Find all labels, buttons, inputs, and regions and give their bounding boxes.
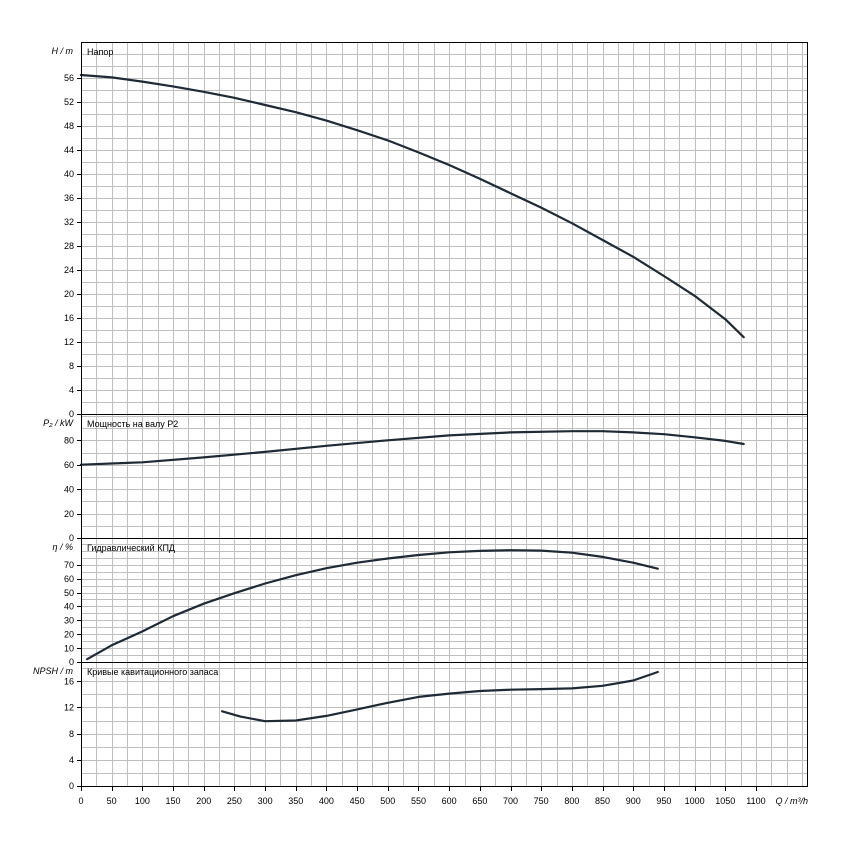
- y-tick-label: 40: [64, 602, 74, 612]
- y-tick-label: 16: [64, 676, 74, 686]
- y-tick-label: 32: [64, 217, 74, 227]
- x-tick-label: 700: [503, 796, 518, 806]
- curve-npsh: [221, 670, 659, 723]
- y-tick-label: 60: [64, 460, 74, 470]
- x-tick-label: 0: [78, 796, 83, 806]
- y-tick-label: 20: [64, 289, 74, 299]
- x-tick-label: 1000: [685, 796, 705, 806]
- y-tick-label: 0: [69, 657, 74, 667]
- y-tick-label: 24: [64, 265, 74, 275]
- x-tick-label: 50: [107, 796, 117, 806]
- y-tick-label: 12: [64, 703, 74, 713]
- y-tick-label: 16: [64, 313, 74, 323]
- x-tick-label: 350: [288, 796, 303, 806]
- y-tick-label: 10: [64, 643, 74, 653]
- panel-title-npsh: Кривые кавитационного запаса: [87, 667, 218, 677]
- y-tick-label: 0: [69, 533, 74, 543]
- y-tick-label: 40: [64, 169, 74, 179]
- y-tick-label: 60: [64, 574, 74, 584]
- y-tick-label: 8: [69, 729, 74, 739]
- curve-layer: [79, 73, 745, 723]
- curve-power: [79, 430, 745, 466]
- y-tick-label: 28: [64, 241, 74, 251]
- x-axis-label: Q / m³/h: [775, 796, 808, 806]
- x-tick-label: 500: [380, 796, 395, 806]
- y-tick-label: 36: [64, 193, 74, 203]
- y-tick-label: 48: [64, 121, 74, 131]
- y-tick-label: 4: [69, 385, 74, 395]
- y-tick-label: 52: [64, 97, 74, 107]
- y-tick-label: 0: [69, 409, 74, 419]
- x-tick-label: 850: [595, 796, 610, 806]
- x-tick-label: 650: [472, 796, 487, 806]
- x-tick-label: 1100: [746, 796, 765, 806]
- y-tick-label: 0: [69, 781, 74, 791]
- x-tick-label: 400: [319, 796, 334, 806]
- y-tick-label: 50: [64, 588, 74, 598]
- y-tick-label: 8: [69, 361, 74, 371]
- y-tick-label: 20: [64, 509, 74, 519]
- x-tick-label: 900: [626, 796, 641, 806]
- y-tick-label: 4: [69, 755, 74, 765]
- x-tick-label: 950: [656, 796, 671, 806]
- curve-head: [79, 73, 745, 339]
- frame-layer: [77, 42, 808, 791]
- panel-title-power: Мощность на валу P2: [87, 419, 178, 429]
- y-tick-label: 40: [64, 484, 74, 494]
- y-tick-label: 30: [64, 616, 74, 626]
- y-tick-label: 56: [64, 73, 74, 83]
- y-tick-label: 70: [64, 560, 74, 570]
- y-axis-label-efficiency: η / %: [52, 542, 73, 552]
- y-tick-label: 44: [64, 145, 74, 155]
- x-tick-label: 1050: [715, 796, 735, 806]
- x-tick-label: 150: [166, 796, 181, 806]
- x-tick-label: 100: [135, 796, 150, 806]
- y-tick-label: 20: [64, 629, 74, 639]
- y-tick-label: 80: [64, 436, 74, 446]
- x-tick-label: 450: [350, 796, 365, 806]
- panel-title-efficiency: Гидравлический КПД: [87, 543, 175, 553]
- x-tick-label: 750: [534, 796, 549, 806]
- x-tick-label: 250: [227, 796, 242, 806]
- x-tick-label: 200: [196, 796, 211, 806]
- y-tick-label: 12: [64, 337, 74, 347]
- x-tick-label: 600: [442, 796, 457, 806]
- x-tick-label: 300: [258, 796, 273, 806]
- y-axis-label-head: H / m: [52, 46, 74, 56]
- x-tick-label: 800: [564, 796, 579, 806]
- curve-efficiency: [86, 549, 659, 661]
- y-axis-label-npsh: NPSH / m: [33, 666, 74, 676]
- panel-title-head: Напор: [87, 47, 113, 57]
- y-axis-label-power: P₂ / kW: [43, 418, 74, 428]
- x-tick-label: 550: [411, 796, 426, 806]
